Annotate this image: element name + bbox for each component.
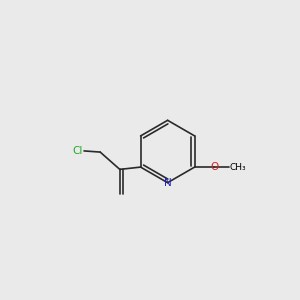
Text: CH₃: CH₃ (230, 163, 247, 172)
Text: N: N (164, 178, 172, 188)
Text: O: O (210, 162, 218, 172)
Text: Cl: Cl (73, 146, 83, 156)
